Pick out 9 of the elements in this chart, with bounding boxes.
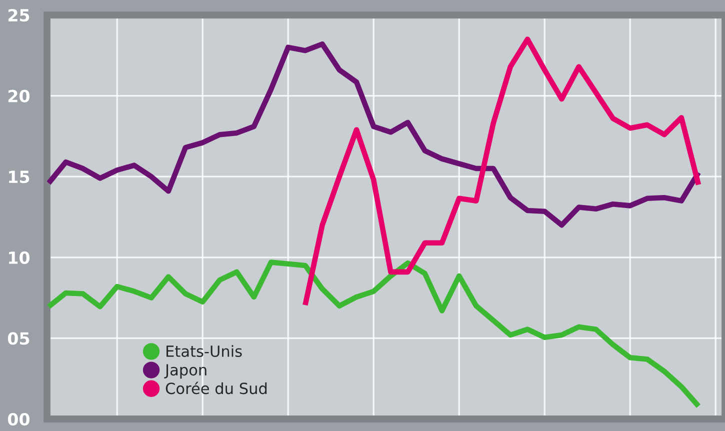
y-tick-label: 00 <box>8 412 30 426</box>
y-tick-label: 25 <box>8 8 30 22</box>
legend-label: Japon <box>164 364 206 379</box>
y-tick-label: 15 <box>9 170 30 184</box>
legend-label: Corée du Sud <box>166 382 267 394</box>
y-tick-label: 05 <box>8 332 30 345</box>
y-tick-label: 10 <box>9 251 30 264</box>
y-tick-label: 20 <box>8 90 30 102</box>
legend-label: Etats-Unis <box>166 345 242 357</box>
